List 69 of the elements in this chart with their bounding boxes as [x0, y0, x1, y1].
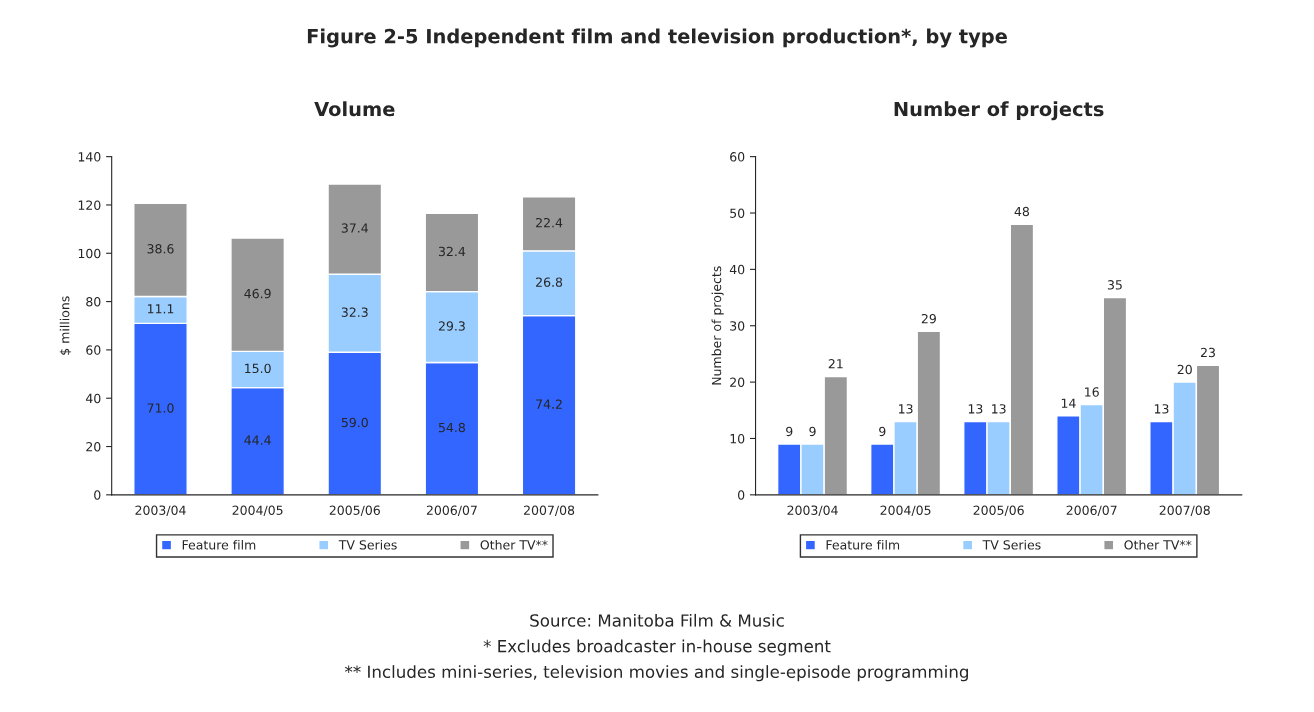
- y-tick-label: 0: [738, 490, 745, 500]
- x-tick-label: 2004/05: [232, 505, 283, 516]
- data-label: 9: [786, 426, 793, 437]
- data-label: 32.4: [438, 246, 466, 257]
- y-tick-label: 10: [730, 433, 745, 444]
- data-label: 23: [1200, 347, 1215, 358]
- legend-label: Other TV**: [1124, 539, 1192, 550]
- x-tick-label: 2005/06: [329, 505, 380, 516]
- y-tick-label: 20: [730, 377, 745, 388]
- legend-label: Feature film: [826, 539, 900, 550]
- x-tick-label: 2007/08: [524, 505, 575, 516]
- y-tick-label: 120: [78, 200, 101, 210]
- data-label: 13: [992, 404, 1006, 414]
- data-label: 26.8: [536, 277, 563, 287]
- data-label: 22.4: [536, 217, 563, 228]
- data-label: 20: [1177, 364, 1192, 375]
- data-label: 37.4: [341, 223, 368, 233]
- data-label: 13: [968, 404, 983, 414]
- text: Figure 2-5 Independent film and television production*, by type: [307, 28, 1007, 48]
- source-note: Source: Manitoba Film & Music: [530, 613, 784, 627]
- data-label: 15.0: [245, 363, 271, 374]
- data-label: 9: [879, 426, 886, 437]
- x-tick-label: 2005/06: [973, 505, 1024, 516]
- data-label: 13: [1154, 404, 1169, 414]
- data-label: 35: [1107, 280, 1122, 290]
- x-tick-label: 2006/07: [1066, 505, 1117, 516]
- y-axis-title: $ millions: [59, 296, 72, 355]
- y-axis-title: Number of projects: [711, 266, 724, 385]
- y-tick-label: 140: [78, 152, 101, 162]
- text: * Excludes broadcaster in-house segment: [483, 639, 831, 656]
- y-tick-label: 0: [94, 490, 101, 500]
- data-label: 74.2: [536, 399, 562, 409]
- x-tick-label: 2003/04: [787, 505, 838, 516]
- y-tick-label: 20: [86, 442, 101, 452]
- legend-label: TV Series: [338, 539, 397, 550]
- data-label: 46.9: [244, 288, 271, 299]
- y-tick-label: 40: [85, 393, 101, 404]
- legend-label: Other TV**: [480, 539, 548, 550]
- legend-label: Feature film: [182, 539, 256, 550]
- data-label: 71.0: [147, 403, 174, 413]
- data-label: 14: [1061, 398, 1076, 408]
- data-label: 9: [809, 426, 816, 437]
- y-tick-label: 60: [86, 345, 101, 355]
- data-label: 44.4: [244, 435, 271, 445]
- y-tick-label: 40: [729, 264, 745, 275]
- data-label: 21: [828, 359, 843, 369]
- legend-label: TV Series: [982, 539, 1041, 550]
- data-label: 48: [1014, 206, 1029, 217]
- data-label: 29.3: [438, 321, 465, 331]
- data-label: 54.8: [438, 422, 465, 433]
- data-label: 32.3: [341, 307, 368, 317]
- data-label: 38.6: [147, 244, 174, 254]
- data-label: 16: [1085, 387, 1099, 397]
- x-tick-label: 2003/04: [135, 505, 186, 516]
- data-label: 59.0: [341, 417, 368, 428]
- x-tick-label: 2006/07: [426, 505, 477, 516]
- data-label: 29: [921, 313, 936, 324]
- chart-title: Number of projects: [894, 101, 1104, 121]
- chart-subtitle: Volume: [314, 101, 395, 117]
- x-tick-label: 2007/08: [1159, 505, 1210, 516]
- text: ** Includes mini-series, television movies and single-episode programming: [345, 665, 968, 682]
- x-tick-label: 2004/05: [880, 505, 931, 516]
- y-tick-label: 30: [730, 321, 745, 331]
- y-tick-label: 100: [78, 248, 101, 259]
- data-label: 11.1: [147, 304, 174, 314]
- y-tick-label: 60: [730, 152, 745, 162]
- y-tick-label: 80: [86, 297, 101, 307]
- y-tick-label: 50: [730, 208, 745, 218]
- data-label: 13: [899, 404, 913, 414]
